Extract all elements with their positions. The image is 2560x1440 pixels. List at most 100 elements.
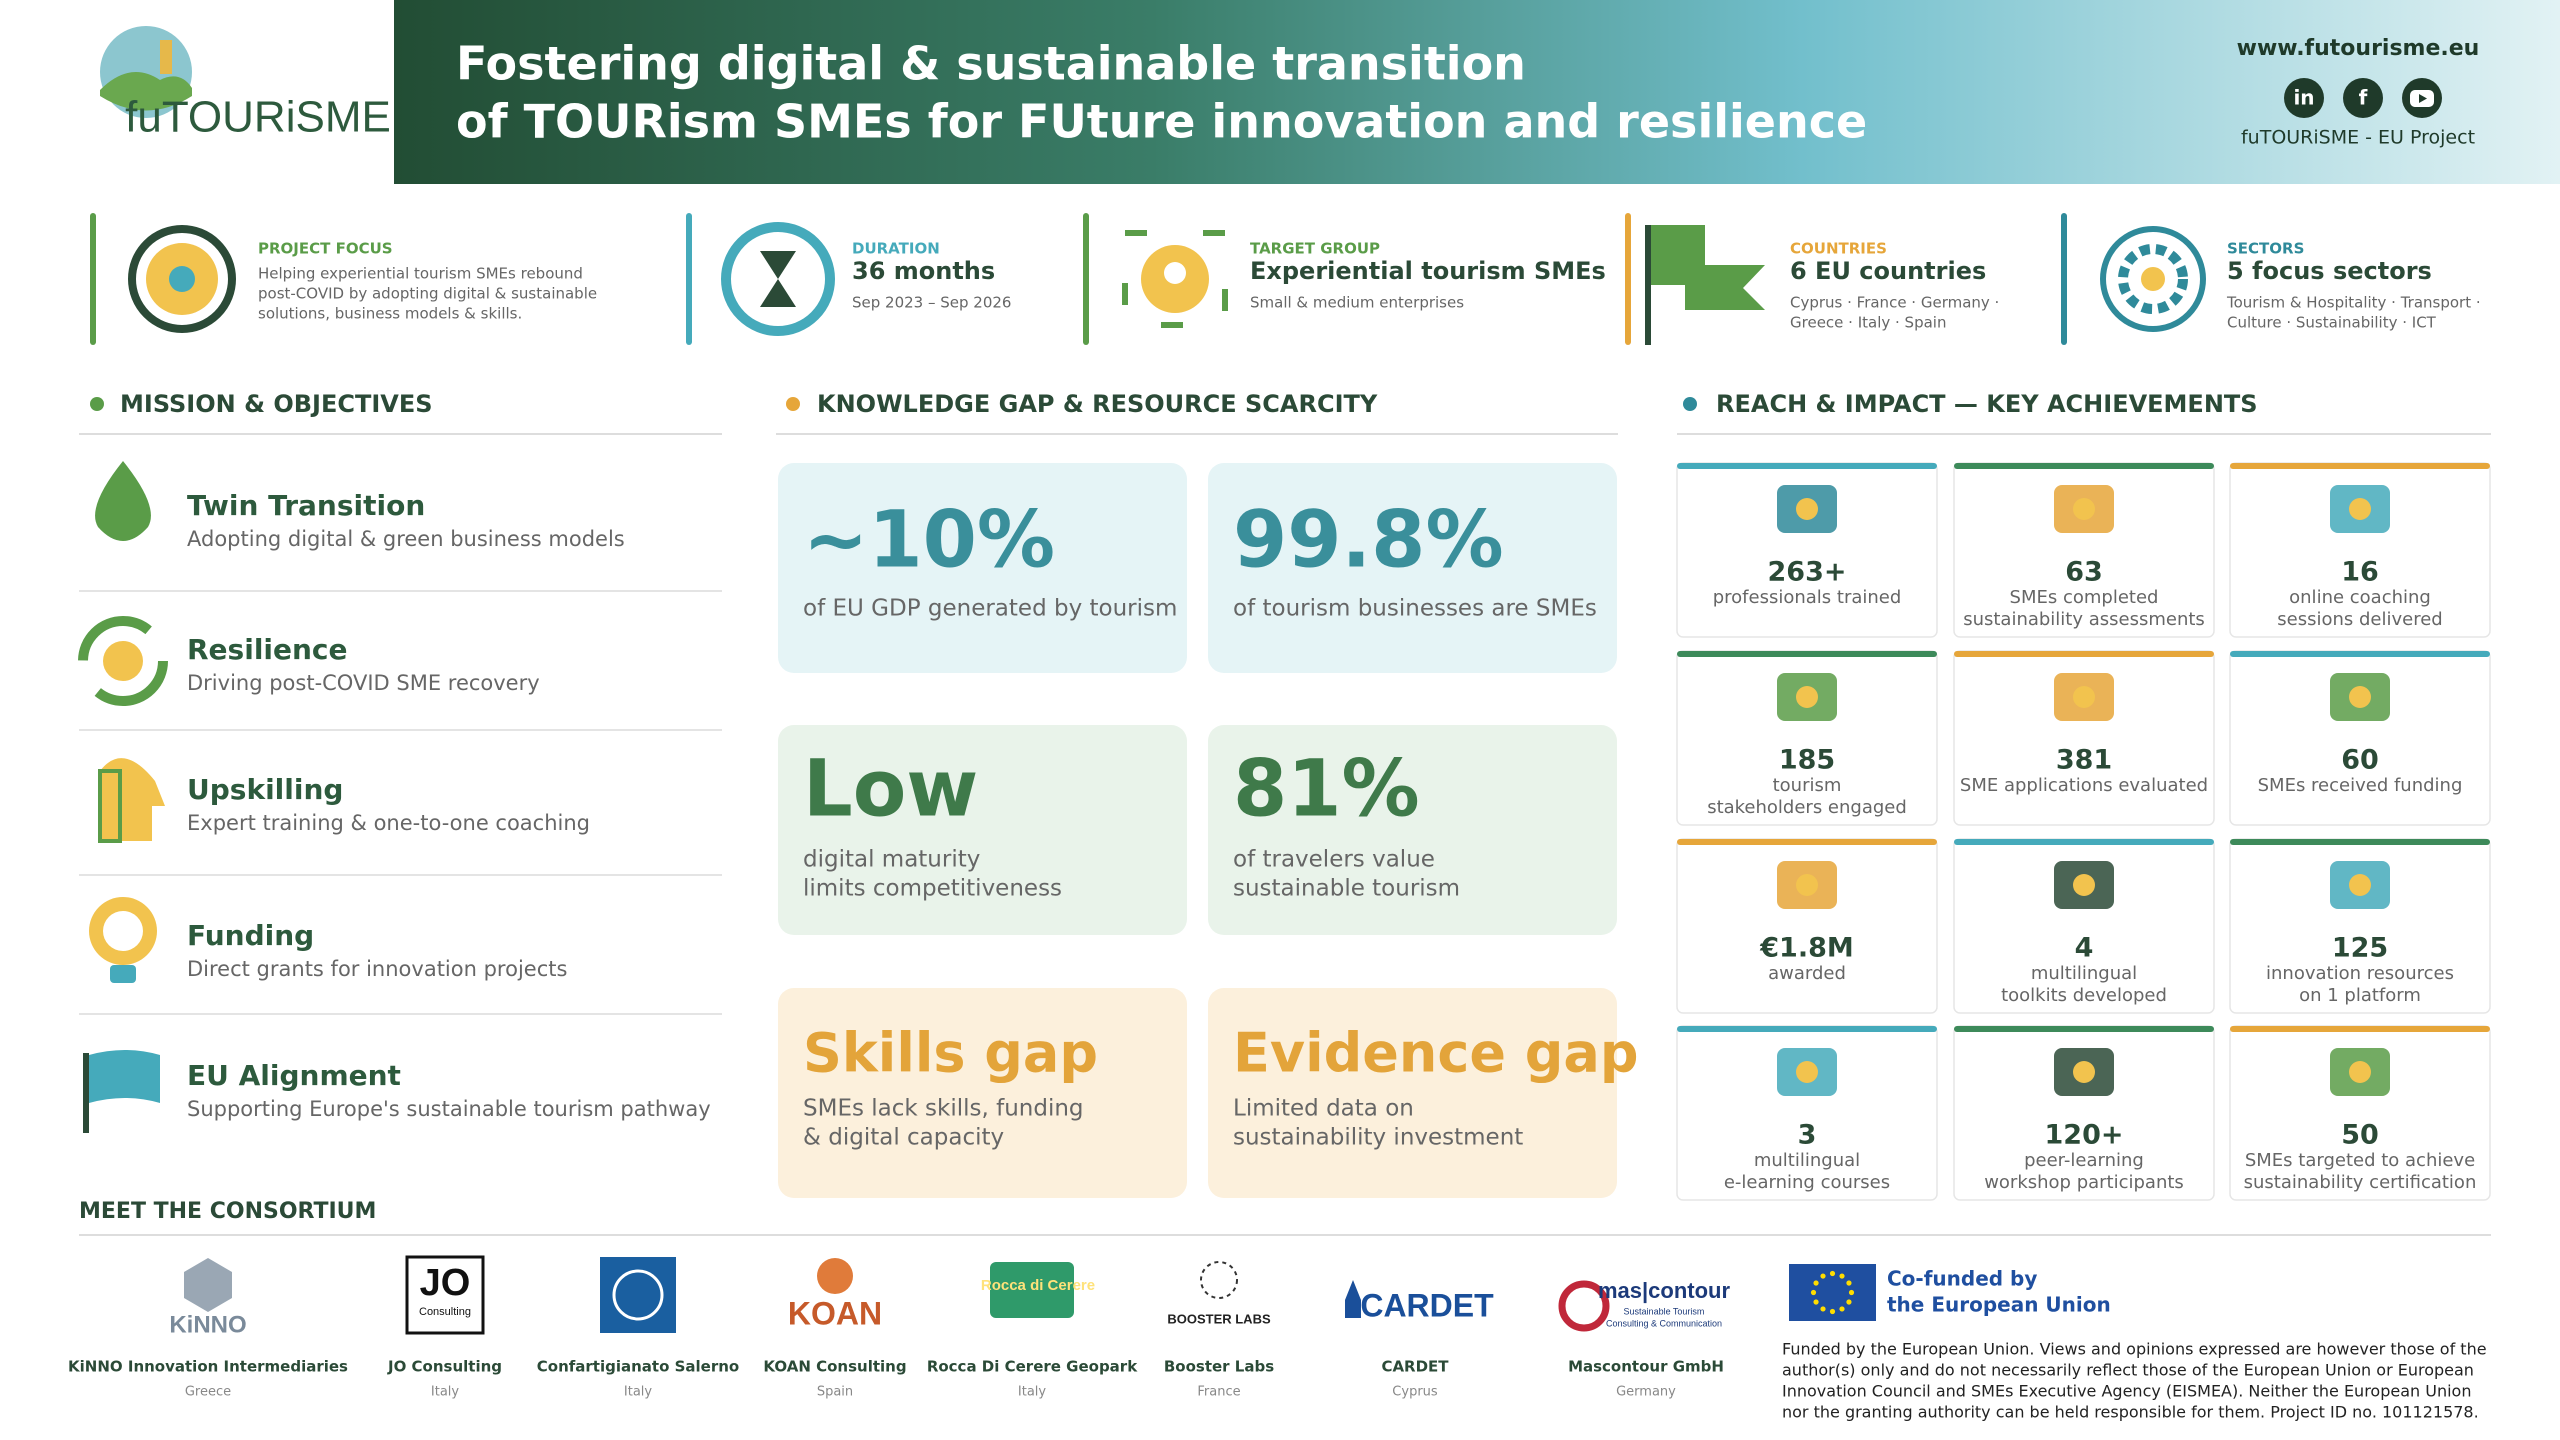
knowledge-card	[778, 988, 1187, 1198]
section-dot	[786, 397, 800, 411]
highlight-value: 5 focus sectors	[2227, 257, 2432, 285]
eu-star	[1846, 1280, 1852, 1286]
partner-logo-ring	[612, 1269, 664, 1321]
highlight-detail: Helping experiential tourism SMEs reboun…	[258, 265, 583, 283]
knowledge-value: 99.8%	[1233, 495, 1504, 585]
section-dot	[90, 397, 104, 411]
icon-target	[128, 225, 236, 333]
social-icon-label: in	[2293, 86, 2314, 110]
project-label: fuTOURiSME - EU Project	[2241, 127, 2475, 149]
reach-card-bar	[1954, 839, 2214, 845]
reach-text: SMEs targeted to achieve	[2245, 1150, 2475, 1171]
header-band	[394, 0, 2560, 184]
social-icon[interactable]	[2284, 78, 2324, 118]
social-icon[interactable]	[2343, 78, 2383, 118]
mission-title: Funding	[187, 919, 314, 952]
reach-card-bar	[1954, 463, 2214, 469]
reach-card-bar	[1677, 463, 1937, 469]
eu-star	[1829, 1270, 1836, 1277]
partner-country: Italy	[624, 1385, 653, 1400]
reach-text: sustainability assessments	[1963, 609, 2205, 630]
reach-text: online coaching	[2289, 587, 2431, 608]
icon-head	[100, 758, 165, 841]
reach-icon-dot	[2073, 1061, 2095, 1083]
icon-ladder	[98, 769, 122, 843]
reach-text: multilingual	[2031, 963, 2137, 984]
knowledge-text: limits competitiveness	[803, 876, 1062, 902]
icon-eu-flag	[89, 1050, 160, 1103]
icon-flag	[1651, 225, 1765, 310]
disclaimer: author(s) only and do not necessarily re…	[1782, 1361, 2474, 1380]
partner-logo	[1200, 1261, 1238, 1299]
reach-icon-dot	[2073, 498, 2095, 520]
highlight-label: PROJECT FOCUS	[258, 240, 393, 258]
icon-drop	[95, 461, 151, 541]
reach-text: e-learning courses	[1724, 1172, 1890, 1193]
partner-name: Booster Labs	[1164, 1358, 1274, 1376]
highlight-detail: Small & medium enterprises	[1250, 294, 1464, 312]
reach-icon-dot	[2073, 874, 2095, 896]
partner-logo-text: Consulting & Communication	[1606, 1318, 1722, 1328]
reach-card-bar	[1954, 1026, 2214, 1032]
highlight-label: DURATION	[852, 240, 940, 258]
website: www.futourisme.eu	[2237, 36, 2480, 61]
reach-text: stakeholders engaged	[1707, 797, 1907, 818]
partner-logo	[1345, 1280, 1361, 1318]
knowledge-text: of travelers value	[1233, 847, 1435, 873]
highlight-bar	[1083, 213, 1089, 345]
reach-value: 125	[2332, 933, 2388, 964]
partner-name: KiNNO Innovation Intermediaries	[68, 1358, 348, 1376]
partner-name: KOAN Consulting	[763, 1358, 906, 1376]
reach-card-bar	[2230, 1026, 2490, 1032]
icon-gear	[2141, 267, 2165, 291]
section-title: KNOWLEDGE GAP & RESOURCE SCARCITY	[817, 390, 1378, 418]
reach-value: 381	[2056, 745, 2112, 776]
logo-text: fuTOURiSME	[125, 93, 391, 142]
reach-value: 120+	[2045, 1120, 2124, 1151]
reach-text: professionals trained	[1713, 587, 1902, 608]
partner-country: Italy	[1018, 1385, 1047, 1400]
highlight-value: Experiential tourism SMEs	[1250, 257, 1606, 285]
partner-logo-text: CARDET	[1360, 1287, 1494, 1323]
reach-text: awarded	[1768, 963, 1846, 984]
logo-hills	[100, 72, 192, 111]
disclaimer: nor the granting authority can be held r…	[1782, 1403, 2479, 1422]
eu-star	[1813, 1299, 1819, 1305]
partner-name: Mascontour GmbH	[1568, 1358, 1724, 1376]
knowledge-card	[778, 463, 1187, 673]
mission-title: Upskilling	[187, 773, 343, 806]
partner-logo-text: Consulting	[419, 1306, 471, 1318]
social-icon-label: f	[2359, 86, 2368, 110]
mission-title: Twin Transition	[187, 489, 425, 522]
reach-card-bar	[1677, 651, 1937, 657]
reach-text: sustainability certification	[2244, 1172, 2477, 1193]
reach-icon-dot	[2349, 1061, 2371, 1083]
icon-pole	[1645, 225, 1651, 345]
highlight-detail: post-COVID by adopting digital & sustain…	[258, 285, 597, 303]
knowledge-text: of EU GDP generated by tourism	[803, 596, 1177, 622]
partner-logo-text: Rocca di Cerere	[981, 1277, 1095, 1294]
partner-name: JO Consulting	[387, 1358, 502, 1376]
icon-pole	[83, 1053, 89, 1133]
reach-text: workshop participants	[1984, 1172, 2184, 1193]
reach-icon-dot	[2073, 686, 2095, 708]
highlight-label: COUNTRIES	[1790, 240, 1887, 258]
reach-text: multilingual	[1754, 1150, 1860, 1171]
partner-logo	[990, 1262, 1074, 1318]
mission-text: Expert training & one-to-one coaching	[187, 811, 590, 835]
reach-value: 63	[2065, 557, 2103, 588]
highlight-bar	[90, 213, 96, 345]
section-title: MISSION & OBJECTIVES	[120, 390, 433, 418]
icon-cycle	[103, 641, 143, 681]
cofunded-text: Co-funded by	[1887, 1267, 2037, 1291]
knowledge-text: digital maturity	[803, 847, 980, 873]
icon-person	[1164, 262, 1186, 284]
icon-frame	[1122, 230, 1228, 328]
reach-icon-dot	[1796, 1061, 1818, 1083]
icon-cycle	[78, 616, 168, 706]
icon-hourglass	[760, 251, 796, 307]
reach-icon-dot	[2349, 686, 2371, 708]
knowledge-card	[1208, 725, 1617, 935]
highlight-detail: Tourism & Hospitality · Transport ·	[2226, 294, 2481, 312]
partner-logo-text: JO	[420, 1262, 471, 1304]
